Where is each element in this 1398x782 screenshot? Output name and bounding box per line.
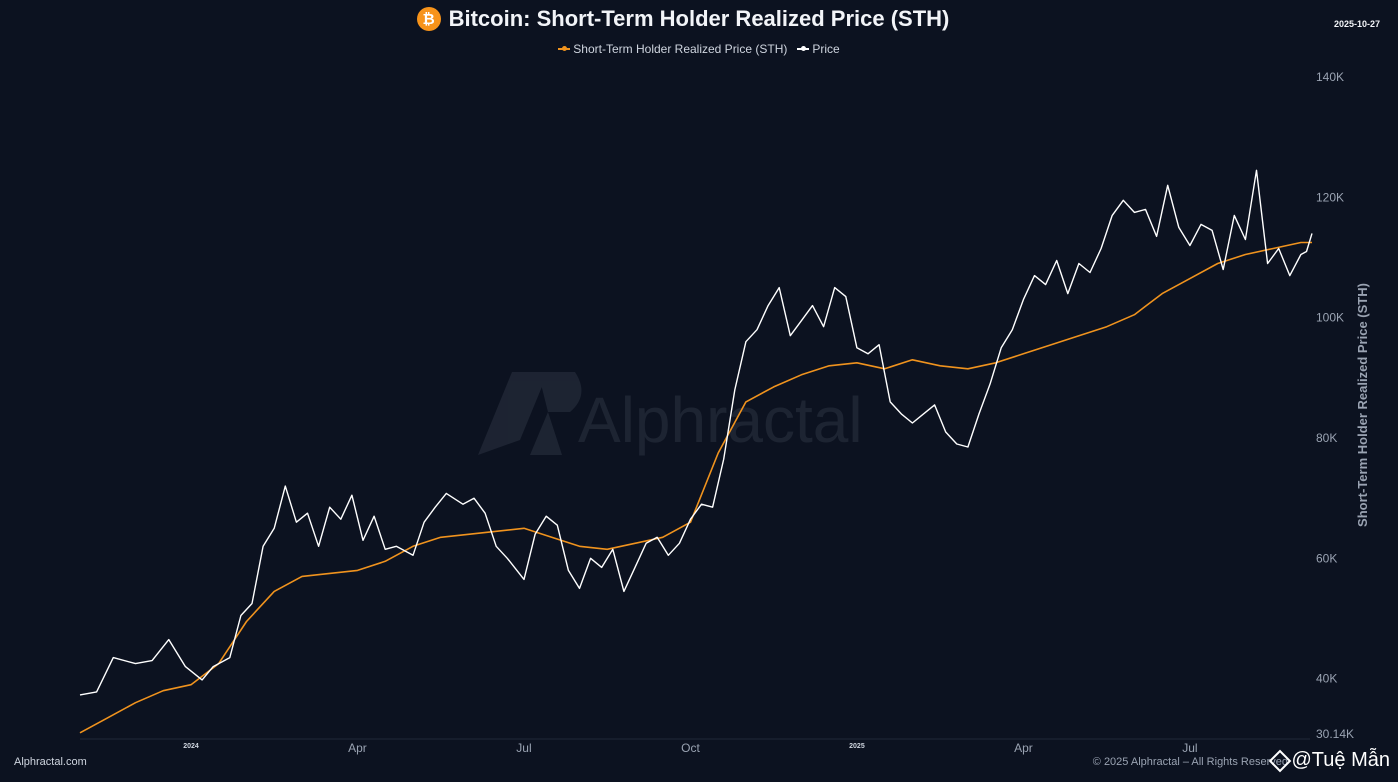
x-tick-label: Jul — [1182, 741, 1197, 755]
watermark-logo — [478, 372, 582, 455]
y-axis: 140K 120K 100K 80K 60K 40K 30.14K — [80, 70, 1354, 741]
x-tick-label: Apr — [348, 741, 367, 755]
legend-item-sth[interactable]: Short-Term Holder Realized Price (STH) — [558, 42, 787, 56]
diamond-icon — [1268, 749, 1291, 772]
chart-date: 2025-10-27 — [1333, 19, 1380, 29]
x-tick-label: Oct — [681, 741, 700, 755]
legend-item-price[interactable]: Price — [797, 42, 840, 56]
watermark-text: Alphractal — [578, 384, 863, 456]
x-tick-label: Apr — [1014, 741, 1033, 755]
series-line-sth — [79, 241, 1312, 734]
y-tick-label: 100K — [1316, 311, 1344, 325]
chart-legend: Short-Term Holder Realized Price (STH) P… — [0, 42, 1398, 56]
bitcoin-icon: ₿ — [416, 7, 441, 31]
y-tick-label: 60K — [1316, 551, 1337, 565]
y-tick-label: 140K — [1316, 70, 1344, 84]
x-axis: 2024 Apr Jul Oct 2025 Apr Jul — [183, 741, 1197, 755]
legend-swatch-price — [797, 46, 810, 51]
legend-label-price: Price — [812, 42, 840, 56]
x-tick-label: 2025 — [849, 743, 865, 750]
footer-copyright: © 2025 Alphractal – All Rights Reserved — [1092, 756, 1288, 768]
series-line-price — [79, 169, 1313, 696]
y-axis-label: Short-Term Holder Realized Price (STH) — [1355, 283, 1370, 527]
y-tick-label: 120K — [1316, 190, 1344, 204]
watermark: Alphractal — [478, 372, 863, 456]
author-overlay: @Tuệ Mẫn — [1268, 749, 1391, 772]
chart-header: ₿ Bitcoin: Short-Term Holder Realized Pr… — [0, 6, 1366, 32]
footer-brand[interactable]: Alphractal.com — [14, 756, 87, 768]
chart-title: Bitcoin: Short-Term Holder Realized Pric… — [448, 6, 950, 31]
series-layer — [79, 169, 1313, 734]
legend-label-sth: Short-Term Holder Realized Price (STH) — [573, 42, 788, 56]
y-tick-label: 30.14K — [1316, 727, 1354, 741]
legend-swatch-sth — [558, 46, 571, 51]
x-tick-label: 2024 — [183, 743, 199, 750]
x-tick-label: Jul — [516, 741, 531, 755]
author-name: @Tuệ Mẫn — [1291, 749, 1391, 771]
y-tick-label: 40K — [1316, 672, 1337, 686]
y-tick-label: 80K — [1316, 431, 1337, 445]
